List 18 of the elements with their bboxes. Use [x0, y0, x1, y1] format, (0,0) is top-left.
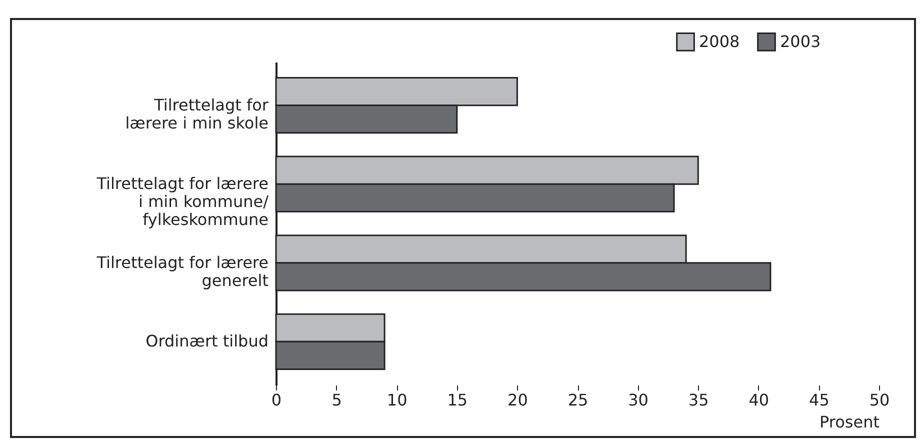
- y-tick-label: Ordinært tilbud: [146, 332, 268, 351]
- x-tick-label: 15: [447, 390, 468, 410]
- x-tick-label: 20: [508, 390, 528, 410]
- x-tick-label: 40: [748, 390, 770, 410]
- x-tick-label: 35: [688, 390, 709, 410]
- y-tick-label: Tilrettelagt for lærere i min kommune/ fylkeskommune: [96, 174, 270, 230]
- x-tick-label: 5: [332, 390, 342, 410]
- x-tick-label: 30: [628, 390, 648, 410]
- x-tick-label: 50: [869, 390, 890, 410]
- x-axis-title: Prosent: [820, 412, 880, 432]
- y-tick-label: Tilrettelagt for lærere i min skole: [125, 95, 269, 132]
- legend-label: 2008: [699, 32, 740, 51]
- x-tick-label: 45: [809, 390, 830, 410]
- y-tick-label: Tilrettelagt for lærere generelt: [96, 252, 268, 290]
- legend-label: 2003: [780, 32, 821, 51]
- x-tick-label: 25: [568, 390, 588, 410]
- x-tick-label: 10: [386, 390, 408, 410]
- x-tick-label: 0: [271, 390, 282, 410]
